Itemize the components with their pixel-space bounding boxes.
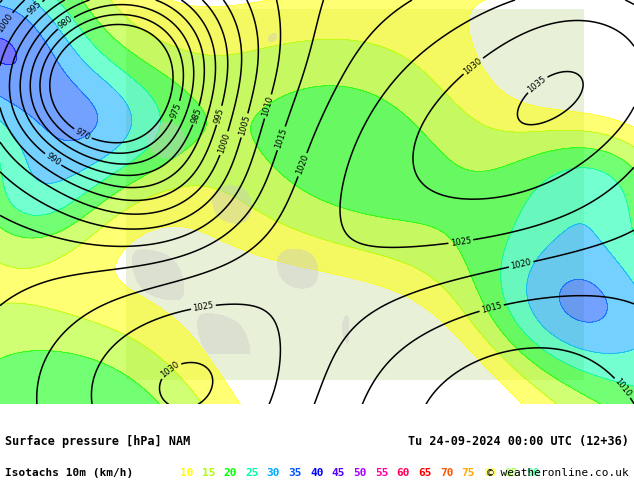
- Text: 1010: 1010: [613, 377, 633, 399]
- Text: 40: 40: [310, 468, 323, 478]
- Text: 30: 30: [267, 468, 280, 478]
- Text: 1020: 1020: [510, 258, 533, 271]
- Text: 1015: 1015: [481, 301, 503, 315]
- Text: 980: 980: [56, 15, 75, 31]
- Text: 970: 970: [74, 126, 92, 142]
- Text: 1030: 1030: [462, 56, 484, 76]
- Text: 85: 85: [505, 468, 518, 478]
- Text: 65: 65: [418, 468, 432, 478]
- Text: 1030: 1030: [159, 360, 181, 380]
- Text: 50: 50: [353, 468, 367, 478]
- Text: 25: 25: [245, 468, 259, 478]
- Text: 1025: 1025: [450, 236, 472, 247]
- Text: 80: 80: [483, 468, 496, 478]
- Text: 1015: 1015: [274, 127, 289, 150]
- Text: Isotachs 10m (km/h): Isotachs 10m (km/h): [5, 468, 133, 478]
- Text: 75: 75: [462, 468, 475, 478]
- Text: 995: 995: [213, 106, 226, 124]
- Text: 90: 90: [526, 468, 540, 478]
- Text: 1020: 1020: [295, 153, 311, 176]
- Text: 10: 10: [180, 468, 194, 478]
- Text: 985: 985: [190, 106, 203, 124]
- Text: 1000: 1000: [0, 12, 15, 34]
- Text: Surface pressure [hPa] NAM: Surface pressure [hPa] NAM: [5, 435, 190, 447]
- Text: 60: 60: [397, 468, 410, 478]
- Text: 1025: 1025: [192, 301, 214, 313]
- Text: 45: 45: [332, 468, 345, 478]
- Text: 55: 55: [375, 468, 389, 478]
- Text: 1010: 1010: [261, 95, 275, 118]
- Text: Tu 24-09-2024 00:00 UTC (12+36): Tu 24-09-2024 00:00 UTC (12+36): [408, 435, 629, 447]
- Text: 70: 70: [440, 468, 453, 478]
- Text: 995: 995: [26, 0, 44, 17]
- Text: 1000: 1000: [217, 132, 232, 154]
- Text: 15: 15: [202, 468, 216, 478]
- Text: 1005: 1005: [237, 114, 252, 137]
- Text: 990: 990: [44, 151, 62, 168]
- Text: 20: 20: [224, 468, 237, 478]
- Text: 975: 975: [169, 101, 183, 120]
- Text: 35: 35: [288, 468, 302, 478]
- Text: © weatheronline.co.uk: © weatheronline.co.uk: [487, 468, 629, 478]
- Text: 1035: 1035: [526, 74, 548, 94]
